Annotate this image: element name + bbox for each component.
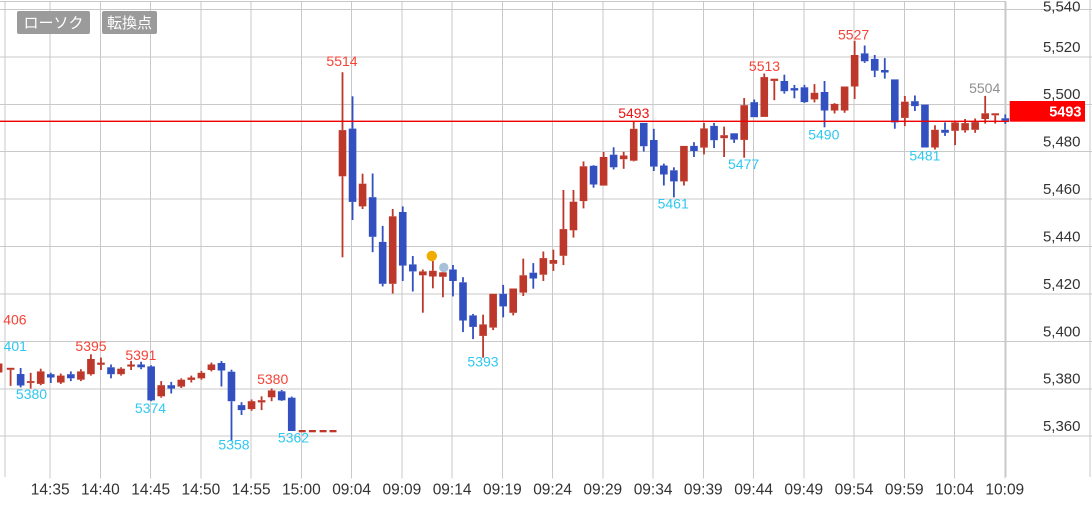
svg-text:5380: 5380 bbox=[16, 386, 47, 402]
svg-text:09:59: 09:59 bbox=[885, 482, 924, 499]
svg-text:5,380: 5,380 bbox=[1043, 371, 1081, 388]
svg-text:14:35: 14:35 bbox=[31, 482, 70, 499]
svg-text:10:09: 10:09 bbox=[985, 482, 1024, 499]
svg-text:09:14: 09:14 bbox=[433, 482, 472, 499]
svg-text:09:29: 09:29 bbox=[583, 482, 622, 499]
svg-text:5391: 5391 bbox=[125, 347, 156, 363]
svg-text:5395: 5395 bbox=[75, 338, 106, 354]
svg-text:5493: 5493 bbox=[618, 105, 649, 121]
svg-text:5362: 5362 bbox=[278, 430, 309, 446]
svg-text:5,480: 5,480 bbox=[1043, 134, 1081, 151]
svg-text:14:50: 14:50 bbox=[182, 482, 221, 499]
svg-text:14:55: 14:55 bbox=[232, 482, 271, 499]
svg-text:5,360: 5,360 bbox=[1043, 418, 1081, 435]
svg-text:5358: 5358 bbox=[218, 437, 249, 453]
svg-text:5,420: 5,420 bbox=[1043, 276, 1081, 293]
svg-text:406: 406 bbox=[3, 312, 27, 328]
svg-text:ローソク: ローソク bbox=[23, 15, 83, 32]
svg-text:5,500: 5,500 bbox=[1043, 86, 1081, 103]
svg-text:5,460: 5,460 bbox=[1043, 181, 1081, 198]
svg-text:09:04: 09:04 bbox=[332, 482, 371, 499]
svg-text:09:49: 09:49 bbox=[784, 482, 823, 499]
svg-text:5514: 5514 bbox=[326, 53, 357, 69]
svg-text:5,540: 5,540 bbox=[1043, 0, 1081, 15]
svg-text:5493: 5493 bbox=[1049, 104, 1081, 120]
svg-text:5490: 5490 bbox=[808, 126, 839, 142]
svg-text:14:40: 14:40 bbox=[81, 482, 120, 499]
svg-text:5,400: 5,400 bbox=[1043, 323, 1081, 340]
svg-text:09:44: 09:44 bbox=[734, 482, 773, 499]
svg-text:5481: 5481 bbox=[909, 148, 940, 164]
svg-text:5527: 5527 bbox=[838, 27, 869, 43]
svg-text:09:24: 09:24 bbox=[533, 482, 572, 499]
svg-text:09:09: 09:09 bbox=[383, 482, 422, 499]
svg-text:14:45: 14:45 bbox=[131, 482, 170, 499]
svg-text:5513: 5513 bbox=[749, 58, 780, 74]
svg-text:5,440: 5,440 bbox=[1043, 228, 1081, 245]
svg-text:5380: 5380 bbox=[257, 371, 288, 387]
svg-text:5504: 5504 bbox=[969, 80, 1000, 96]
svg-text:09:39: 09:39 bbox=[684, 482, 723, 499]
svg-text:10:04: 10:04 bbox=[935, 482, 974, 499]
svg-text:5374: 5374 bbox=[135, 400, 166, 416]
svg-text:5393: 5393 bbox=[467, 354, 498, 370]
svg-text:5461: 5461 bbox=[658, 196, 689, 212]
svg-text:5,520: 5,520 bbox=[1043, 39, 1081, 56]
svg-text:15:00: 15:00 bbox=[282, 482, 321, 499]
svg-text:401: 401 bbox=[4, 338, 28, 354]
svg-text:5477: 5477 bbox=[728, 156, 759, 172]
svg-text:09:54: 09:54 bbox=[835, 482, 874, 499]
svg-text:09:19: 09:19 bbox=[483, 482, 522, 499]
svg-text:09:34: 09:34 bbox=[634, 482, 673, 499]
svg-text:転換点: 転換点 bbox=[107, 15, 152, 32]
